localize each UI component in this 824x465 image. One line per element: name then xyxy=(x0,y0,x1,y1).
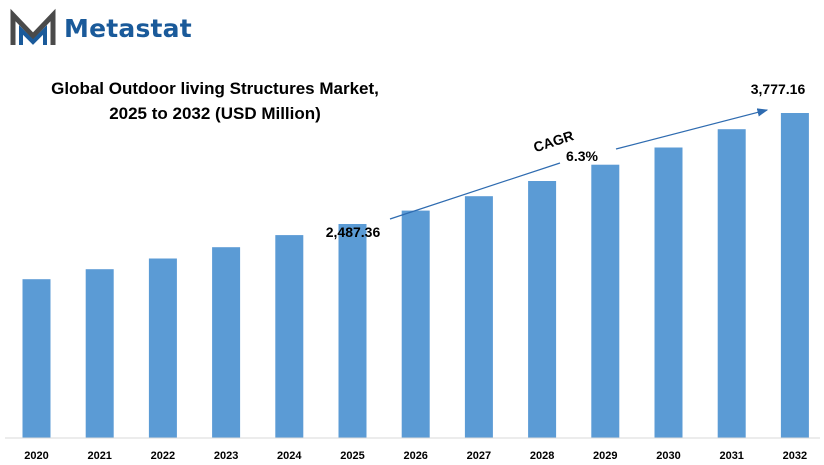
x-tick-2021: 2021 xyxy=(87,450,111,462)
data-label-start: 2,487.36 xyxy=(326,224,381,240)
bar-2022 xyxy=(148,258,177,438)
x-tick-2020: 2020 xyxy=(24,450,48,462)
chart-title: Global Outdoor living Structures Market,… xyxy=(20,76,410,126)
bar-2021 xyxy=(85,269,114,438)
bar-2032 xyxy=(780,113,809,438)
bar-2029 xyxy=(591,164,620,438)
logo: Metastat xyxy=(8,8,192,48)
x-tick-2027: 2027 xyxy=(467,450,491,462)
x-tick-2025: 2025 xyxy=(340,450,364,462)
chart-title-line1: Global Outdoor living Structures Market, xyxy=(51,79,379,98)
bar-2024 xyxy=(275,235,304,438)
bar-2020 xyxy=(22,279,51,438)
cagr-value: 6.3% xyxy=(566,148,598,164)
x-tick-2028: 2028 xyxy=(530,450,554,462)
bar-2026 xyxy=(401,210,430,438)
bar-2030 xyxy=(654,147,683,438)
x-tick-2032: 2032 xyxy=(783,450,807,462)
bar-2028 xyxy=(528,181,557,438)
cagr-arrow-left xyxy=(389,162,561,220)
x-tick-2023: 2023 xyxy=(214,450,238,462)
x-tick-2024: 2024 xyxy=(277,450,302,462)
x-tick-2022: 2022 xyxy=(151,450,175,462)
bar-2027 xyxy=(464,196,493,438)
bar-2031 xyxy=(717,129,746,438)
x-tick-2030: 2030 xyxy=(656,450,680,462)
bar-2023 xyxy=(212,247,241,438)
data-label-end: 3,777.16 xyxy=(751,81,806,97)
bar-2025 xyxy=(338,224,367,438)
brand-name: Metastat xyxy=(64,13,192,43)
m-logo-icon xyxy=(10,8,56,45)
x-tick-2026: 2026 xyxy=(403,450,427,462)
cagr-arrow-right xyxy=(615,108,769,150)
chart-title-line2: 2025 to 2032 (USD Million) xyxy=(109,104,321,123)
x-tick-2031: 2031 xyxy=(719,450,743,462)
x-tick-2029: 2029 xyxy=(593,450,617,462)
